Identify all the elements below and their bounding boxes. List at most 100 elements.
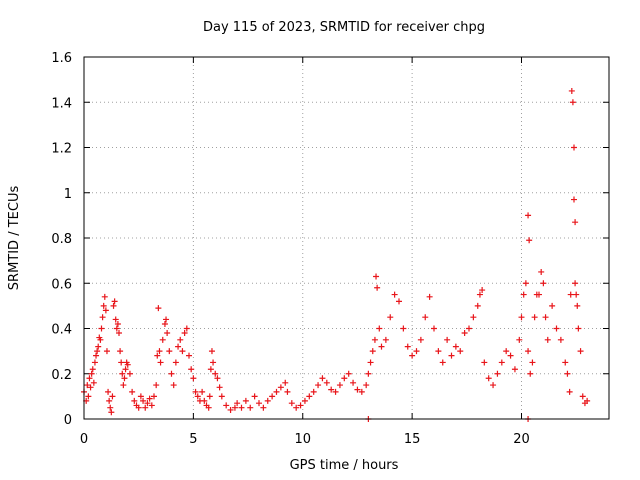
data-point [572,219,579,226]
data-point [525,212,532,219]
data-point [102,307,109,314]
data-point [181,330,188,337]
data-point [378,343,385,350]
data-point [448,352,455,359]
x-tick-label: 20 [513,432,530,447]
data-point [256,400,262,407]
data-point [540,280,547,287]
data-point [575,325,582,332]
data-point [345,370,352,377]
data-point [99,314,106,321]
data-point [273,388,280,395]
data-point [214,375,221,382]
data-point [481,359,488,366]
y-tick-label: 0.6 [51,277,72,292]
data-point [212,370,219,377]
data-point [485,375,492,382]
data-point [90,379,97,386]
data-point [577,348,584,355]
data-point [110,302,117,309]
data-point [126,370,133,377]
data-point [163,316,170,323]
x-axis-label: GPS time / hours [290,458,399,473]
data-point [567,291,574,298]
data-point [103,348,110,355]
data-point [435,348,442,355]
data-point [100,302,107,309]
data-point [107,404,114,411]
data-point [117,348,124,355]
data-point [142,404,149,411]
data-point [109,393,116,400]
data-point [479,287,486,294]
y-tick-label: 0.8 [51,232,72,247]
data-point [98,325,105,332]
data-point [101,293,108,300]
data-point [391,291,398,298]
data-point [282,379,289,386]
x-axis: 0 5 10 15 20 [80,57,530,447]
data-point [376,325,383,332]
data-point [557,336,564,343]
y-tick-label: 1.4 [51,96,72,111]
data-point [328,386,335,393]
data-point [466,325,472,332]
data-point [227,406,234,413]
data-point [190,375,197,382]
data-point [365,370,372,377]
data-point [544,336,551,343]
data-point [536,291,542,298]
data-point [148,402,155,409]
data-point [507,352,514,359]
data-points [81,87,591,422]
data-point [461,330,468,337]
data-point [137,393,144,400]
data-point [207,366,214,373]
y-tick-label: 1.6 [51,51,72,66]
data-point [562,359,569,366]
data-point [97,336,104,343]
data-point [188,366,195,373]
y-tick-label: 0.2 [51,368,72,383]
data-point [251,393,258,400]
data-point [319,375,326,382]
data-point [131,397,138,404]
data-point [404,343,411,350]
data-point [122,366,129,373]
data-point [166,348,173,355]
data-point [95,343,102,350]
data-point [206,393,213,400]
data-point [284,388,291,395]
data-point [120,382,127,389]
data-point [192,388,199,395]
plot-area-frame [83,56,610,420]
data-point [121,375,128,382]
data-point [129,388,136,395]
x-tick-label: 5 [189,432,197,447]
data-point [168,370,175,377]
data-point [574,302,581,309]
data-point [413,348,420,355]
y-tick-label: 0 [64,413,72,428]
data-point [87,384,94,391]
data-point [156,348,163,355]
data-point [409,352,416,359]
data-point [525,348,532,355]
y-tick-label: 0.4 [51,323,72,338]
data-point [439,359,446,366]
data-point [336,382,343,389]
data-point [332,388,339,395]
data-point [269,393,276,400]
data-point [531,314,538,321]
data-point [573,291,580,298]
data-point [111,298,118,305]
data-point [288,400,295,407]
data-point [234,400,241,407]
data-point [373,273,380,280]
data-point [553,325,560,332]
data-point [301,397,308,404]
data-point [564,370,571,377]
data-point [223,402,230,409]
data-point [91,359,98,366]
